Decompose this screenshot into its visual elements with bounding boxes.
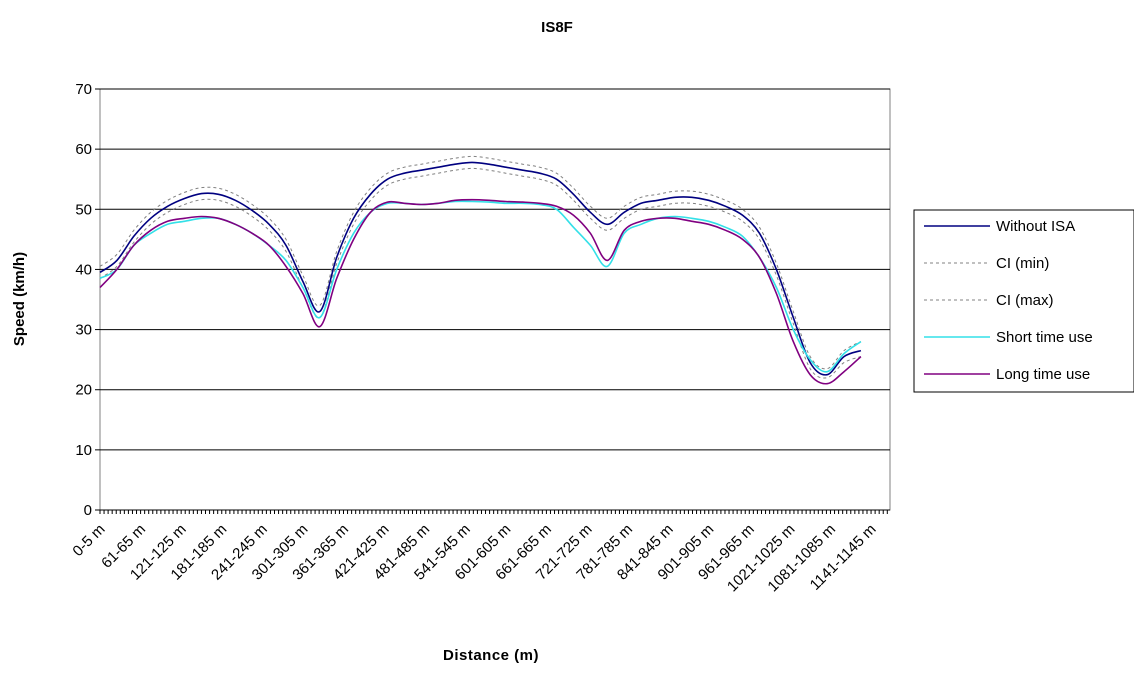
legend: Without ISA CI (min) CI (max) Short time us…: [913, 209, 1134, 393]
series-lines: [99, 155, 862, 385]
series-line-without-isa: [99, 161, 862, 376]
y-tick-label: 50: [75, 201, 92, 218]
series-line-long-time-use: [99, 198, 862, 385]
y-axis-title: Speed (km/h): [11, 252, 28, 346]
y-tick-label: 0: [84, 502, 92, 519]
legend-label: CI (min): [996, 255, 1049, 272]
legend-label: CI (max): [996, 292, 1054, 309]
chart-title: IS8F: [541, 19, 573, 36]
series-line-ci-min: [99, 167, 862, 379]
legend-label: Long time use: [996, 366, 1090, 383]
legend-box: [913, 209, 1134, 393]
legend-label: Without ISA: [996, 218, 1075, 235]
plot-area: [99, 88, 891, 511]
y-tick-label: 10: [75, 442, 92, 459]
legend-label: Short time use: [996, 329, 1093, 346]
x-axis-title: Distance (m): [443, 647, 539, 664]
gridlines: [100, 88, 890, 451]
y-tick-label: 20: [75, 382, 92, 399]
y-tick-label: 40: [75, 261, 92, 278]
series-line-ci-max: [99, 155, 862, 370]
y-tick-label: 30: [75, 322, 92, 339]
y-tick-label: 60: [75, 141, 92, 158]
y-tick-label: 70: [75, 81, 92, 98]
